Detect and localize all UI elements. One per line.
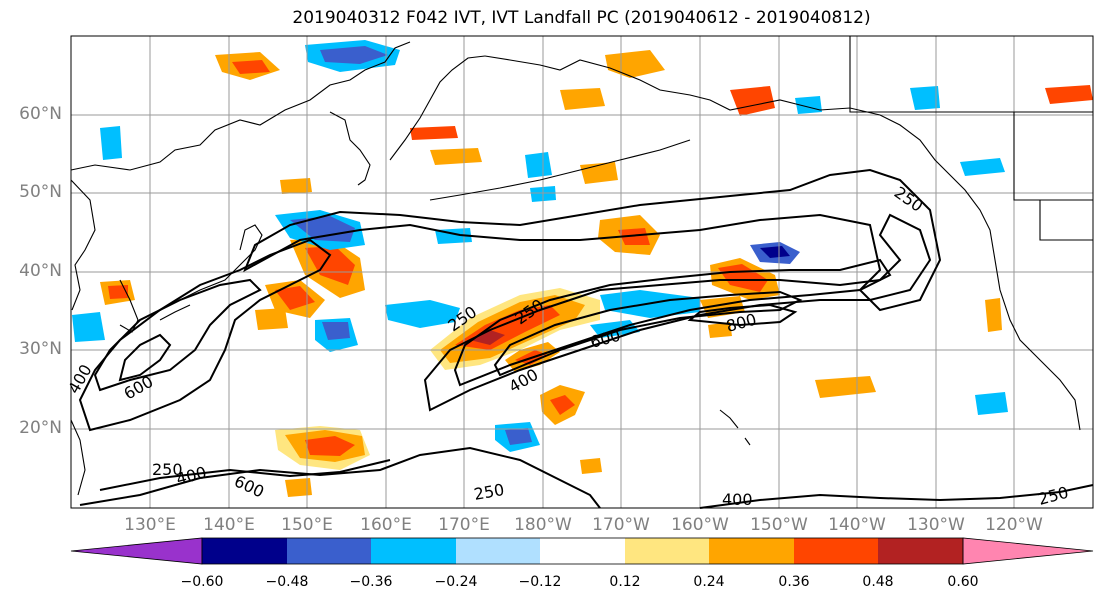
anomaly-blob-positive: [410, 126, 458, 140]
anomaly-blob-positive: [708, 322, 732, 338]
anomaly-blob-positive: [815, 376, 876, 398]
contour-400-main: [453, 258, 892, 387]
contour-400-west: [93, 278, 262, 392]
anomaly-blob-positive: [605, 50, 665, 78]
anomaly-blob-positive: [108, 285, 128, 299]
kamchatka-coast: [389, 55, 486, 161]
colorbar-border: [201, 537, 964, 565]
anomaly-blob-positive: [430, 148, 482, 165]
ivt-contours: [78, 168, 1094, 509]
colorbar-label: 0.24: [693, 574, 725, 590]
lon-tick-label: 140°W: [828, 515, 886, 535]
colorbar-bin: [709, 538, 794, 564]
lon-tick-label: 160°E: [360, 515, 412, 535]
contour-250-main: [423, 213, 932, 412]
colorbar-label: 0.36: [778, 574, 810, 590]
anomaly-blob-positive: [470, 330, 505, 345]
anomaly-blob-negative: [960, 158, 1005, 176]
anomaly-blob-negative: [100, 126, 122, 160]
anomaly-blob-positive: [560, 88, 605, 110]
anomaly-blob-negative: [72, 312, 105, 342]
lat-tick-label: 30°N: [19, 339, 62, 359]
colorbar-extend-high: [962, 537, 1094, 565]
anomaly-blob-negative: [320, 46, 388, 64]
anomaly-blob-positive: [730, 86, 775, 116]
us-border: [849, 36, 1093, 241]
colorbar-label: −0.36: [349, 574, 393, 590]
lat-tick-label: 60°N: [19, 104, 62, 124]
anomaly-blob-positive: [985, 298, 1002, 332]
anomaly-blob-negative: [760, 246, 790, 258]
hawaii: [719, 409, 751, 446]
lat-tick-label: 50°N: [19, 182, 62, 202]
lon-tick-label: 180°W: [514, 515, 572, 535]
colorbar-label: 0.12: [609, 574, 641, 590]
contour-400-south: [99, 459, 391, 491]
anomaly-blob-positive: [280, 178, 312, 194]
lon-tick-label: 130°E: [124, 515, 176, 535]
anomaly-blob-negative: [525, 152, 552, 178]
anomaly-blob-positive: [275, 286, 315, 310]
lon-tick-label: 170°W: [592, 515, 650, 535]
lon-tick-label: 170°E: [438, 515, 490, 535]
colorbar-bin: [202, 538, 287, 564]
lon-tick-label: 150°W: [750, 515, 808, 535]
anomaly-blob-positive: [232, 60, 270, 74]
anomaly-blob-negative: [975, 392, 1008, 415]
anomaly-blob-negative: [385, 300, 460, 328]
contour-600-main: [493, 290, 803, 377]
map-border: [70, 35, 1094, 509]
contour-label: 250: [152, 460, 183, 479]
colorbar-label: 0.48: [862, 574, 894, 590]
lon-tick-label: 160°W: [671, 515, 729, 535]
china-coast: [70, 179, 96, 496]
map-title: 2019040312 F042 IVT, IVT Landfall PC (20…: [292, 8, 871, 28]
contour-600-west: [118, 333, 172, 382]
contour-250-north: [243, 168, 942, 312]
lat-tick-label: 20°N: [19, 418, 62, 438]
japan-coast: [159, 224, 263, 321]
colorbar-label: −0.24: [434, 574, 478, 590]
lon-tick-label: 120°W: [985, 515, 1043, 535]
contour-250-east: [699, 484, 1094, 509]
colorbar-bin: [878, 538, 963, 564]
anomaly-blob-positive: [255, 308, 288, 330]
graticule: [71, 36, 1093, 508]
coastlines: [70, 36, 1093, 496]
aleutians: [429, 139, 691, 201]
colorbar-label: −0.48: [265, 574, 309, 590]
anomaly-blob-positive: [550, 395, 575, 415]
anomaly-blob-positive: [305, 436, 355, 456]
colorbar-bin: [456, 538, 540, 564]
contour-label: 400: [722, 490, 753, 509]
anomaly-blob-negative: [505, 428, 532, 445]
contour-250-south: [79, 446, 601, 509]
colorbar-bin: [625, 538, 709, 564]
anomaly-blob-negative: [795, 96, 822, 114]
colorbar-bin: [794, 538, 878, 564]
anomaly-blob-negative: [290, 216, 355, 242]
colorbar-bin: [287, 538, 371, 564]
colorbar-bin: [540, 538, 625, 564]
colorbar-label: −0.60: [180, 574, 224, 590]
colorbar: [70, 537, 1094, 565]
anomaly-blob-positive: [305, 246, 355, 285]
colorbar-label: 0.60: [947, 574, 979, 590]
anomaly-blob-negative: [910, 86, 940, 110]
colorbar-extend-low: [70, 537, 203, 565]
lon-tick-label: 150°E: [281, 515, 333, 535]
colorbar-label: −0.12: [518, 574, 562, 590]
korea-coast: [119, 279, 139, 333]
contour-800-main: [687, 303, 798, 327]
colorbar-bin: [371, 538, 456, 564]
lon-tick-label: 140°E: [203, 515, 255, 535]
anomaly-blob-positive: [285, 478, 312, 497]
anomaly-blob-positive: [1045, 85, 1093, 104]
anomaly-blob-positive: [580, 458, 602, 474]
lon-tick-label: 130°W: [907, 515, 965, 535]
lat-tick-label: 40°N: [19, 261, 62, 281]
anomaly-blob-negative: [322, 322, 350, 340]
asia-coastline: [70, 41, 411, 186]
